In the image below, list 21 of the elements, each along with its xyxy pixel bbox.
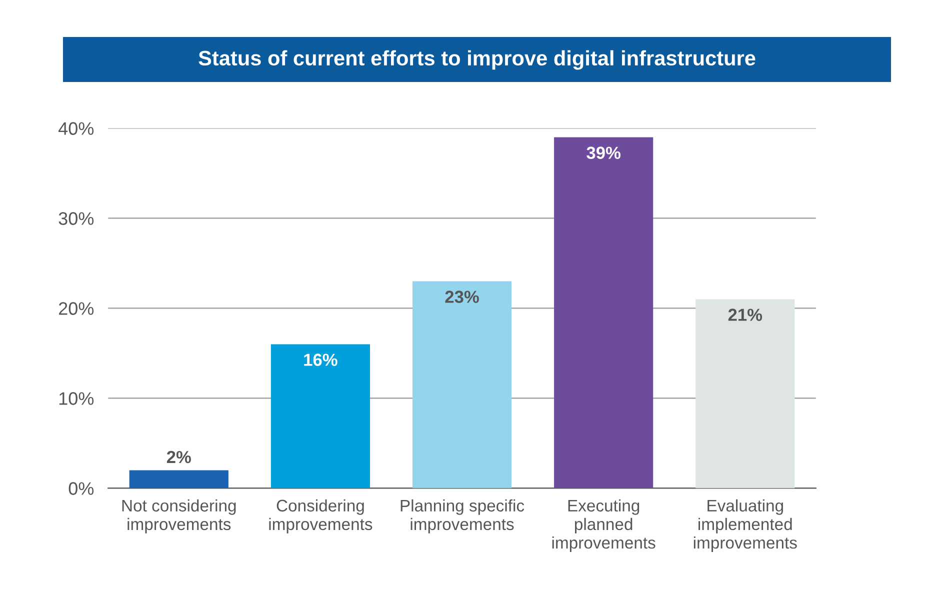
- bar: [270, 344, 370, 488]
- data-label: 39%: [586, 146, 620, 159]
- x-tick-label: Planning specific improvements: [400, 499, 524, 534]
- bar: [554, 137, 654, 488]
- chart-title: Status of current efforts to improve digital infrastructure: [198, 50, 756, 70]
- y-tick-label: 40%: [58, 122, 94, 135]
- data-label: 23%: [445, 290, 479, 303]
- x-tick-label: Considering improvements: [269, 499, 372, 534]
- y-tick-label: 10%: [59, 392, 94, 405]
- x-tick-label: Executing planned improvements: [552, 499, 656, 552]
- bar: [412, 281, 512, 488]
- data-label: 16%: [304, 354, 338, 366]
- bar: [696, 299, 795, 488]
- x-tick-label: Evaluating implemented improvements: [694, 499, 797, 552]
- x-tick-label: Not considering improvements: [122, 499, 236, 534]
- data-label: 2%: [166, 450, 191, 464]
- y-tick-label: 20%: [58, 302, 94, 315]
- bar: [129, 470, 228, 488]
- data-label: 21%: [728, 308, 762, 321]
- y-tick-label: 30%: [58, 212, 94, 225]
- y-tick-label: 0%: [68, 482, 94, 495]
